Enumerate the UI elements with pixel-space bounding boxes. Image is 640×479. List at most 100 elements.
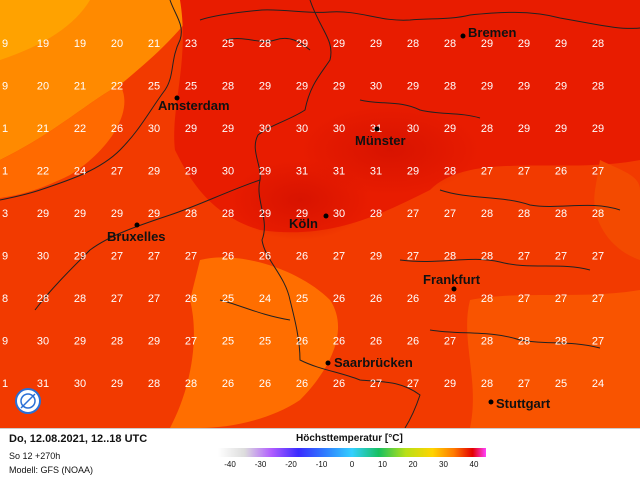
compass-logo-icon (15, 388, 41, 414)
grid-value: 19 (74, 38, 86, 50)
grid-value: 28 (481, 378, 493, 390)
grid-value: 29 (148, 336, 160, 348)
city-label: Frankfurt (423, 272, 481, 287)
grid-value: 25 (222, 293, 234, 305)
grid-value: 26 (370, 336, 382, 348)
grid-value: 28 (592, 38, 604, 50)
grid-value: 27 (407, 378, 419, 390)
grid-value: 29 (185, 123, 197, 135)
grid-value: 28 (481, 293, 493, 305)
grid-value: 25 (555, 378, 567, 390)
grid-value: 26 (370, 293, 382, 305)
grid-value: 20 (37, 81, 49, 93)
grid-value: 29 (37, 208, 49, 220)
grid-value: 28 (111, 336, 123, 348)
grid-value: 21 (37, 123, 49, 135)
grid-value: 29 (111, 208, 123, 220)
grid-value: 1 (2, 166, 8, 178)
grid-value: 27 (111, 166, 123, 178)
grid-value: 30 (370, 81, 382, 93)
grid-value: 28 (222, 208, 234, 220)
grid-value: 26 (222, 378, 234, 390)
grid-value: 29 (370, 38, 382, 50)
grid-value: 27 (407, 251, 419, 263)
grid-value: 29 (111, 378, 123, 390)
grid-value: 30 (74, 378, 86, 390)
city-muenster: Münster (355, 126, 406, 148)
city-amsterdam: Amsterdam (158, 95, 230, 113)
grid-value: 31 (37, 378, 49, 390)
temperature-map: 9 19 19 20 21 23 25 28 29 29 29 28 28 29 29 29 28 9 20 21 22… (0, 0, 640, 428)
city-bruxelles: Bruxelles (107, 222, 166, 244)
legend-tick-label: -10 (315, 460, 328, 469)
grid-value: 27 (518, 378, 530, 390)
city-marker (134, 222, 140, 228)
grid-value: 29 (555, 38, 567, 50)
city-marker (460, 33, 466, 39)
grid-value: 23 (185, 38, 197, 50)
city-stuttgart: Stuttgart (488, 396, 551, 411)
city-label: Saarbrücken (334, 355, 413, 370)
grid-value: 28 (37, 293, 49, 305)
grid-value: 26 (222, 251, 234, 263)
grid-value: 25 (222, 336, 234, 348)
grid-value: 29 (74, 336, 86, 348)
grid-value: 31 (333, 166, 345, 178)
grid-value: 28 (407, 38, 419, 50)
hot-core-koeln (230, 160, 370, 240)
grid-value: 29 (518, 123, 530, 135)
grid-value: 27 (111, 251, 123, 263)
legend-tick-label: 40 (469, 460, 479, 469)
grid-value: 27 (185, 336, 197, 348)
grid-value: 30 (259, 123, 271, 135)
grid-value: 26 (259, 251, 271, 263)
grid-value: 30 (148, 123, 160, 135)
grid-value: 26 (185, 293, 197, 305)
grid-value: 28 (444, 38, 456, 50)
grid-value: 29 (222, 123, 234, 135)
model-run: So 12 +270h (9, 451, 61, 461)
grid-value: 26 (111, 123, 123, 135)
grid-value: 29 (481, 81, 493, 93)
grid-value: 29 (444, 378, 456, 390)
grid-value: 29 (370, 251, 382, 263)
legend-color-bar (218, 448, 486, 457)
grid-value: 22 (74, 123, 86, 135)
grid-value: 27 (555, 293, 567, 305)
city-marker (325, 360, 331, 366)
grid-value: 22 (37, 166, 49, 178)
grid-value: 28 (74, 293, 86, 305)
grid-value: 29 (148, 208, 160, 220)
grid-value: 28 (555, 336, 567, 348)
grid-value: 29 (74, 251, 86, 263)
grid-value: 28 (444, 81, 456, 93)
grid-value: 27 (444, 336, 456, 348)
grid-value: 30 (333, 123, 345, 135)
cool-zone-northwest (0, 0, 200, 160)
grid-value: 29 (555, 123, 567, 135)
grid-value: 30 (407, 123, 419, 135)
grid-value: 22 (111, 81, 123, 93)
grid-value: 26 (296, 251, 308, 263)
city-marker (374, 126, 380, 132)
legend-tick-label: -30 (254, 460, 267, 469)
grid-value: 29 (444, 123, 456, 135)
grid-value: 27 (407, 208, 419, 220)
grid-value: 28 (259, 38, 271, 50)
grid-value: 27 (592, 166, 604, 178)
city-marker (323, 213, 329, 219)
city-marker (451, 286, 457, 292)
grid-value: 29 (185, 166, 197, 178)
grid-value: 3 (2, 208, 8, 220)
grid-value: 31 (370, 166, 382, 178)
grid-value: 29 (555, 81, 567, 93)
grid-value: 26 (333, 336, 345, 348)
grid-value: 28 (518, 208, 530, 220)
cool-zone-southeast (467, 290, 640, 428)
grid-value: 27 (333, 251, 345, 263)
warm-zone-west (0, 85, 125, 198)
grid-value: 27 (518, 251, 530, 263)
grid-value: 1 (2, 123, 8, 135)
legend-title: Höchsttemperatur [°C] (296, 433, 403, 444)
grid-value: 28 (481, 336, 493, 348)
